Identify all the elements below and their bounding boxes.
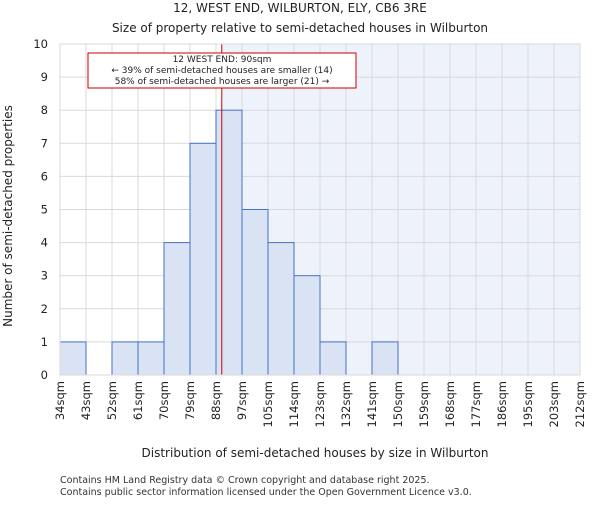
bar-141sqm [371, 341, 399, 376]
x-tick-label: 132sqm [339, 381, 353, 427]
y-tick-label: 10 [33, 37, 48, 51]
x-tick-label: 105sqm [261, 381, 275, 427]
x-tick-label: 177sqm [469, 381, 483, 427]
annotation-line-1: 12 WEST END: 90sqm [173, 55, 272, 65]
bar-114sqm [293, 275, 321, 376]
y-axis-label: Number of semi-detached properties [1, 105, 15, 327]
x-tick-label: 114sqm [287, 381, 301, 427]
x-tick-label: 88sqm [209, 381, 223, 420]
y-tick-label: 2 [41, 302, 48, 316]
bar-88sqm [215, 109, 243, 376]
x-tick-label: 150sqm [391, 381, 405, 427]
annotation-frame [87, 52, 357, 89]
x-tick-label: 141sqm [365, 381, 379, 427]
bar-97sqm [241, 209, 269, 376]
x-tick-label: 97sqm [235, 381, 249, 420]
footer-line-2: Contains public sector information licen… [60, 487, 472, 498]
x-tick-labels: 34sqm 43sqm 52sqm 61sqm 70sqm 79sqm 88sqm 97sqm… [53, 381, 587, 427]
x-tick-label: 212sqm [573, 381, 587, 427]
x-tick-label: 52sqm [105, 381, 119, 420]
annotation-line-3: 58% of semi-detached houses are larger (… [115, 77, 330, 87]
x-tick-label: 159sqm [417, 381, 431, 427]
footer-line-1: Contains HM Land Registry data © Crown c… [60, 475, 430, 486]
bar-70sqm [163, 242, 191, 376]
bar-61sqm [137, 341, 165, 376]
y-tick-label: 8 [41, 103, 48, 117]
x-axis-label: Distribution of semi-detached houses by … [142, 446, 489, 460]
x-tick-label: 43sqm [79, 381, 93, 420]
y-tick-label: 3 [41, 269, 48, 283]
x-tick-label: 70sqm [157, 381, 171, 420]
bar-79sqm [189, 142, 217, 376]
x-tick-label: 34sqm [53, 381, 67, 420]
annotation-line-2: ← 39% of semi-detached houses are smalle… [111, 66, 332, 76]
y-tick-label: 6 [41, 169, 48, 183]
x-tick-label: 168sqm [443, 381, 457, 427]
y-tick-label: 9 [41, 70, 48, 84]
x-tick-label: 123sqm [313, 381, 327, 427]
x-tick-label: 203sqm [547, 381, 561, 427]
bar-52sqm [111, 341, 139, 376]
bar-34sqm [59, 341, 87, 376]
x-tick-label: 61sqm [131, 381, 145, 420]
y-tick-label: 7 [41, 136, 48, 150]
x-tick-label: 79sqm [183, 381, 197, 420]
plot-frame [59, 43, 581, 376]
y-tick-label: 4 [41, 236, 48, 250]
y-tick-label: 5 [41, 203, 48, 217]
chart-subtitle: Size of property relative to semi-detach… [112, 21, 488, 35]
x-tick-label: 186sqm [495, 381, 509, 427]
y-tick-label: 0 [41, 368, 48, 382]
y-tick-labels: 0 1 2 3 4 5 6 7 8 9 10 [33, 37, 48, 382]
chart-title: 12, WEST END, WILBURTON, ELY, CB6 3RE [173, 1, 427, 15]
x-tick-label: 195sqm [521, 381, 535, 427]
bars-group [59, 109, 399, 376]
annotation-box: 12 WEST END: 90sqm ← 39% of semi-detache… [87, 52, 357, 89]
bar-123sqm [319, 341, 347, 376]
y-tick-label: 1 [41, 335, 48, 349]
bar-105sqm [267, 242, 295, 376]
